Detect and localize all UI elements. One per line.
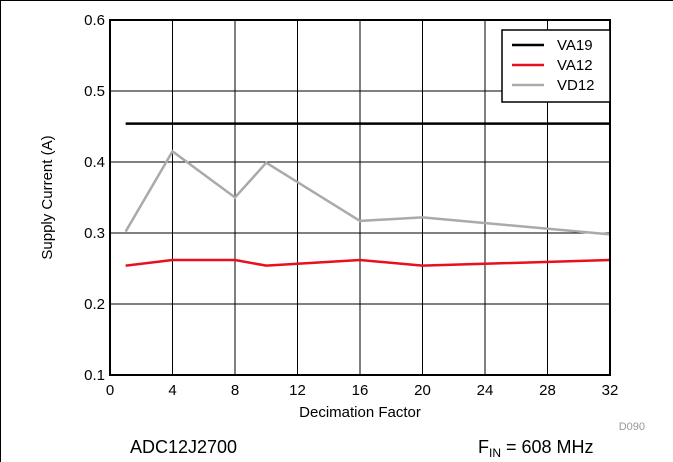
x-tick-label: 4 [168, 382, 176, 399]
x-tick-label: 20 [414, 382, 431, 399]
y-tick-label: 0.2 [84, 296, 105, 313]
y-tick-label: 0.6 [84, 12, 105, 29]
x-tick-label: 24 [477, 382, 494, 399]
y-tick-label: 0.5 [84, 83, 105, 100]
x-tick-label: 16 [352, 382, 369, 399]
legend: VA19 VA12 VD12 [501, 29, 611, 103]
legend-label-va12: VA12 [557, 57, 593, 74]
y-axis-label: Supply Current (A) [39, 135, 56, 259]
frame-top-border [0, 0, 673, 1]
y-tick-label: 0.3 [84, 225, 105, 242]
series-line-va12 [125, 258, 611, 267]
y-tick-label: 0.4 [84, 154, 105, 171]
fin-value: = 608 MHz [501, 437, 594, 457]
x-tick-label: 28 [539, 382, 556, 399]
legend-label-va19: VA19 [557, 37, 593, 54]
device-name: ADC12J2700 [130, 437, 238, 457]
frame-left-border [0, 0, 1, 462]
input-frequency: FIN = 608 MHz [478, 437, 594, 460]
fin-label: F [478, 437, 489, 457]
fin-subscript: IN [489, 446, 501, 460]
y-tick-label: 0.1 [84, 367, 105, 384]
x-tick-label: 8 [231, 382, 239, 399]
x-axis-label: Decimation Factor [299, 404, 421, 421]
x-tick-label: 0 [106, 382, 114, 399]
legend-label-vd12: VD12 [557, 77, 595, 94]
x-tick-label: 32 [602, 382, 619, 399]
figure-id: D090 [619, 421, 645, 433]
plot-area-border [109, 19, 611, 376]
series-line-vd12 [124, 149, 611, 236]
legend-box [501, 29, 611, 103]
x-tick-label: 12 [289, 382, 306, 399]
